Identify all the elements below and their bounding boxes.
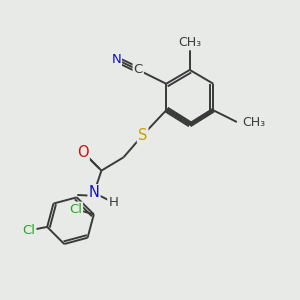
Text: S: S bbox=[138, 128, 147, 143]
Text: CH₃: CH₃ bbox=[242, 116, 265, 128]
Text: Cl: Cl bbox=[69, 202, 82, 216]
Text: O: O bbox=[77, 146, 89, 160]
Text: H: H bbox=[108, 196, 118, 209]
Text: CH₃: CH₃ bbox=[178, 36, 201, 49]
Text: C: C bbox=[134, 63, 143, 76]
Text: N: N bbox=[88, 185, 100, 200]
Text: N: N bbox=[111, 53, 121, 66]
Text: Cl: Cl bbox=[22, 224, 35, 237]
